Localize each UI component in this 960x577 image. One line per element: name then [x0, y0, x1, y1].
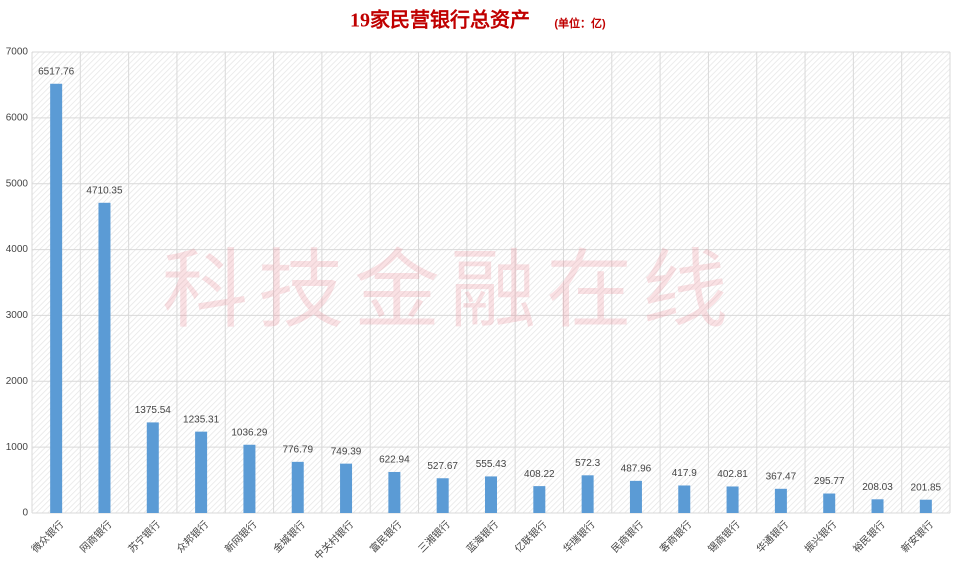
x-tick-label: 锡商银行 — [705, 518, 742, 555]
value-label: 417.9 — [672, 468, 697, 479]
x-tick-label: 民商银行 — [608, 518, 645, 555]
y-tick-label: 2000 — [6, 376, 29, 387]
value-label: 555.43 — [476, 459, 507, 470]
x-tick-label: 新网银行 — [222, 518, 259, 555]
x-tick-label: 振兴银行 — [802, 518, 839, 555]
value-label: 572.3 — [575, 458, 600, 469]
x-tick-label: 众邦银行 — [174, 518, 211, 555]
x-tick-label: 三湘银行 — [415, 518, 452, 555]
bar — [436, 478, 449, 513]
plot-background — [32, 52, 950, 513]
bar — [871, 499, 884, 513]
bar — [98, 202, 111, 514]
bar — [919, 499, 932, 513]
value-label: 622.94 — [379, 455, 410, 466]
watermark: 科技金融在线 — [162, 243, 738, 339]
x-tick-label: 蓝海银行 — [464, 518, 501, 555]
bar — [388, 471, 401, 513]
x-tick-label: 微众银行 — [29, 518, 66, 555]
bar — [146, 422, 159, 513]
value-label: 367.47 — [766, 471, 797, 482]
y-tick-label: 1000 — [6, 442, 29, 453]
y-tick-label: 7000 — [6, 47, 29, 58]
value-label: 776.79 — [282, 444, 313, 455]
x-tick-label: 华通银行 — [753, 518, 790, 555]
x-tick-label: 富民银行 — [367, 518, 404, 555]
bar — [195, 431, 208, 513]
chart-title: 19家民营银行总资产 — [350, 8, 530, 32]
x-tick-label: 网商银行 — [77, 518, 114, 555]
x-tick-label: 裕民银行 — [850, 518, 887, 555]
value-label: 295.77 — [814, 476, 845, 487]
x-tick-label: 新安银行 — [898, 518, 935, 555]
bar — [340, 463, 353, 513]
value-label: 402.81 — [717, 469, 748, 480]
bar — [726, 486, 739, 513]
value-label: 4710.35 — [86, 185, 123, 196]
value-label: 1235.31 — [183, 414, 220, 425]
value-label: 1375.54 — [135, 405, 172, 416]
y-tick-label: 0 — [22, 508, 28, 519]
bar — [485, 476, 497, 513]
value-label: 749.39 — [331, 446, 362, 457]
bar — [581, 475, 594, 513]
value-label: 201.85 — [911, 482, 942, 493]
value-label: 527.67 — [427, 461, 458, 472]
x-tick-label: 华瑞银行 — [560, 518, 597, 555]
bar — [629, 480, 642, 513]
bar — [678, 485, 691, 513]
unit-label: (单位：亿) — [554, 16, 606, 30]
y-tick-label: 4000 — [6, 244, 29, 255]
bar — [823, 493, 836, 513]
bar — [243, 444, 256, 513]
value-label: 6517.76 — [38, 66, 75, 77]
value-label: 408.22 — [524, 469, 555, 480]
value-label: 1036.29 — [231, 427, 268, 438]
bar — [774, 488, 787, 513]
value-label: 487.96 — [621, 464, 652, 475]
y-tick-label: 6000 — [6, 112, 29, 123]
y-tick-label: 5000 — [6, 178, 29, 189]
x-tick-label: 中关村银行 — [311, 518, 356, 563]
bar — [533, 486, 546, 513]
x-tick-label: 金城银行 — [270, 518, 307, 555]
x-tick-label: 客商银行 — [657, 518, 694, 555]
bar — [291, 461, 304, 513]
y-tick-label: 3000 — [6, 310, 29, 321]
x-tick-label: 苏宁银行 — [125, 518, 162, 555]
x-tick-label: 亿联银行 — [512, 518, 549, 555]
value-label: 208.03 — [862, 482, 893, 493]
bar — [50, 83, 63, 514]
